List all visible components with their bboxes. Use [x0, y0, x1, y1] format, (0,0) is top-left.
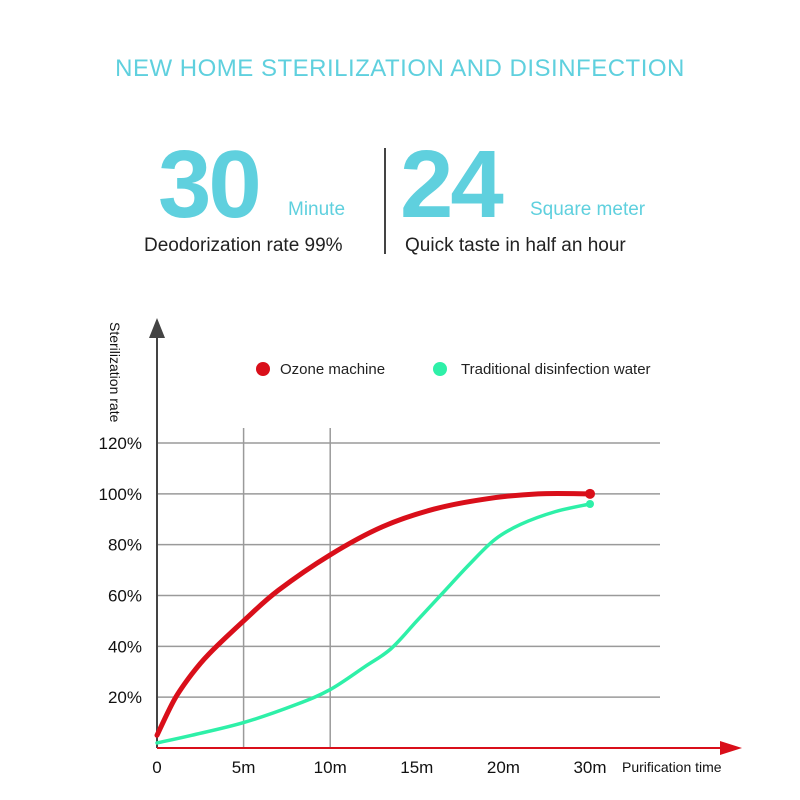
series-lines [154, 488, 595, 745]
grid-lines [157, 428, 660, 748]
x-axis-arrow [720, 741, 742, 755]
y-axis-arrow [149, 318, 165, 338]
axes [149, 318, 742, 755]
series-end-point-traditional [586, 500, 594, 508]
series-line-traditional [155, 502, 592, 745]
legend: Ozone machine Traditional disinfection wa… [256, 361, 651, 378]
series-line-ozone [154, 490, 593, 738]
y-tick-label: 120% [99, 434, 142, 453]
x-tick-label: 5m [232, 758, 256, 777]
stat-unit-minutes: Minute [288, 199, 346, 220]
stat-value-minutes: 30 [158, 131, 262, 238]
y-axis-title: Sterilization rate [107, 322, 123, 423]
stat-desc-quick-taste: Quick taste in half an hour [405, 235, 626, 256]
y-tick-label: 100% [99, 485, 142, 504]
tick-labels: 20% 40% 60% 80% 100% 120% 0 5m 10m 15m 20m 30m [99, 434, 607, 777]
series-end-point-ozone [585, 488, 595, 499]
stat-value-area: 24 [400, 131, 504, 238]
x-tick-label: 15m [400, 758, 433, 777]
x-tick-label: 10m [314, 758, 347, 777]
stats-divider [384, 148, 386, 254]
x-axis-title: Purification time [622, 759, 722, 775]
legend-marker-traditional [433, 362, 447, 376]
legend-marker-ozone [256, 362, 270, 376]
stat-desc-deodorization: Deodorization rate 99% [144, 235, 343, 256]
y-tick-label: 20% [108, 688, 142, 707]
x-tick-label: 30m [573, 758, 606, 777]
x-tick-label: 20m [487, 758, 520, 777]
y-tick-label: 40% [108, 637, 142, 656]
x-tick-label: 0 [152, 758, 161, 777]
y-tick-label: 60% [108, 587, 142, 606]
legend-label-ozone: Ozone machine [280, 361, 385, 378]
y-tick-label: 80% [108, 536, 142, 555]
legend-label-traditional: Traditional disinfection water [461, 361, 651, 378]
stat-unit-area: Square meter [530, 199, 646, 220]
headline: NEW HOME STERILIZATION AND DISINFECTION [115, 55, 685, 82]
